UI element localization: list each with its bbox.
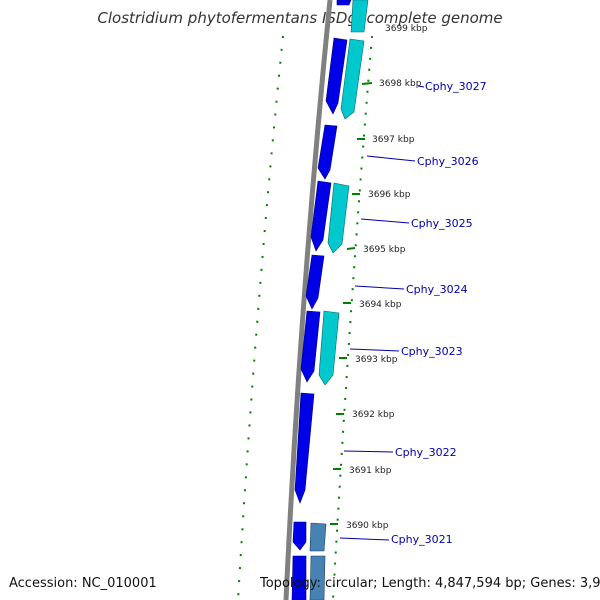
tick-label: 3691 kbp [349, 466, 392, 476]
gene-label[interactable]: Cphy_3022 [395, 446, 457, 459]
feature-block[interactable] [309, 555, 326, 600]
gene-label[interactable]: Cphy_3021 [391, 533, 453, 546]
position-tick-trace [332, 35, 373, 600]
gene-arrow[interactable] [305, 254, 325, 310]
gene-labels: Cphy_3027 Cphy_3026 Cphy_3025 Cphy_3024 … [339, 80, 487, 546]
tick-label: 3697 kbp [372, 135, 415, 145]
gene-label-leader [343, 450, 394, 453]
gene-arrow[interactable] [325, 37, 348, 115]
gene-arrow[interactable] [317, 124, 338, 180]
tick-label: 3690 kbp [346, 521, 389, 531]
gene-label-leader [354, 285, 405, 290]
tick-label: 3694 kbp [359, 300, 402, 310]
gene-arrow[interactable] [300, 310, 321, 383]
tick-label: 3699 kbp [385, 24, 428, 34]
gene-label-leader [349, 348, 400, 352]
gene-label-leader [339, 537, 390, 541]
map-title: Clostridium phytofermentans ISDg, comple… [97, 9, 502, 27]
accession-text: Accession: NC_010001 [9, 576, 157, 591]
gene-arrow[interactable] [292, 521, 307, 551]
genome-backbone [283, 0, 333, 600]
tick-mark [361, 82, 373, 85]
gene-label-leader [366, 155, 416, 162]
gene-label[interactable]: Cphy_3025 [411, 217, 473, 230]
gene-label[interactable]: Cphy_3023 [401, 345, 463, 358]
tick-label: 3692 kbp [352, 410, 395, 420]
feature-block[interactable] [318, 310, 340, 386]
gene-arrows [291, 0, 369, 600]
feature-block[interactable] [340, 38, 365, 120]
gene-label[interactable]: Cphy_3026 [417, 155, 479, 168]
feature-block[interactable] [327, 182, 350, 254]
gene-arrow[interactable] [291, 555, 307, 600]
tick-label: 3693 kbp [355, 355, 398, 365]
position-ticks: 3699 kbp 3698 kbp 3697 kbp 3696 kbp 3695… [330, 24, 428, 531]
tick-mark [346, 247, 356, 250]
tick-label: 3698 kbp [379, 79, 422, 89]
gc-content-trace [237, 35, 284, 600]
tick-label: 3695 kbp [363, 245, 406, 255]
gene-label[interactable]: Cphy_3027 [425, 80, 487, 93]
gene-arrow[interactable] [336, 0, 352, 6]
feature-block[interactable] [309, 522, 327, 552]
feature-block[interactable] [350, 0, 369, 33]
gene-label[interactable]: Cphy_3024 [406, 283, 468, 296]
gene-arrow[interactable] [310, 180, 332, 252]
gene-label-leader [417, 85, 425, 88]
tick-label: 3696 kbp [368, 190, 411, 200]
topology-text: Topology: circular; Length: 4,847,594 bp… [259, 576, 600, 591]
gene-arrow[interactable] [294, 392, 315, 504]
gene-label-leader [360, 218, 410, 224]
